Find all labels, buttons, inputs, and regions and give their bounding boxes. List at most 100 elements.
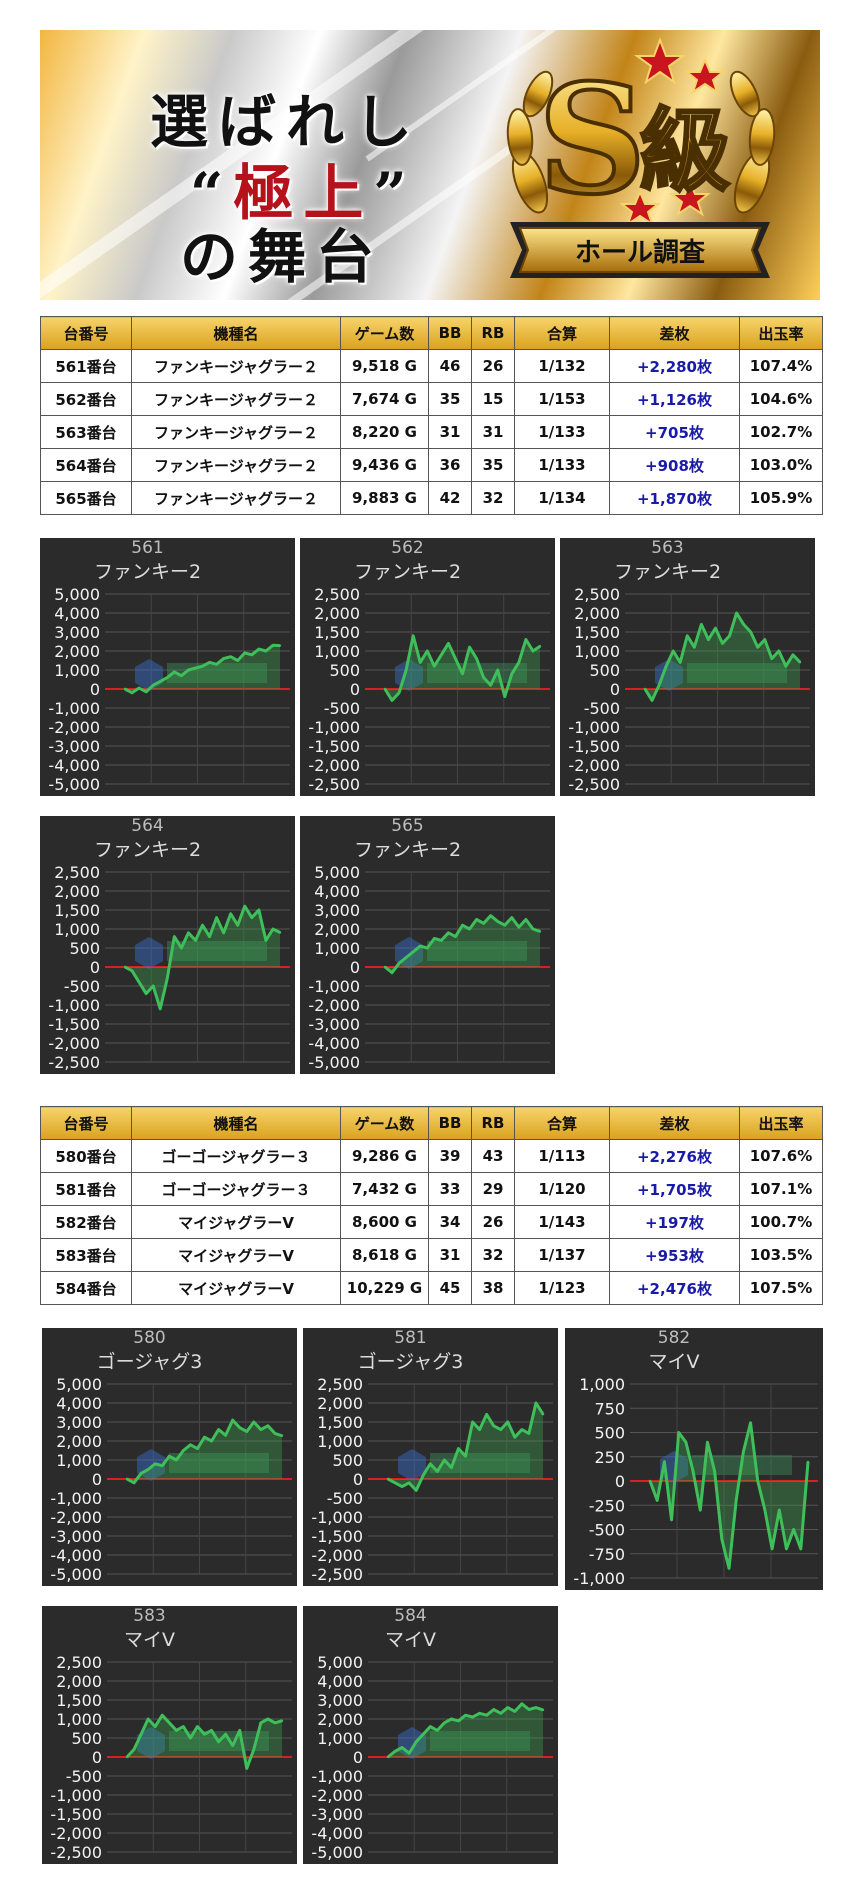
rb-cell: 26 bbox=[471, 1205, 515, 1239]
y-tick-label: -1,000 bbox=[311, 1767, 363, 1786]
data-point bbox=[756, 1479, 759, 1483]
y-tick-label: -2,500 bbox=[311, 1565, 363, 1584]
data-point bbox=[728, 634, 731, 637]
data-point bbox=[404, 668, 408, 672]
difference-cell: +197枚 bbox=[609, 1205, 740, 1239]
data-point bbox=[742, 623, 745, 626]
payout-rate-cell: 107.4% bbox=[739, 349, 823, 383]
payout-rate-cell: 103.0% bbox=[739, 448, 823, 482]
combined-cell: 1/132 bbox=[514, 349, 610, 383]
data-point bbox=[450, 1466, 453, 1469]
data-point bbox=[664, 665, 668, 668]
data-point bbox=[173, 935, 176, 938]
data-point bbox=[137, 981, 141, 984]
table-row: 582番台 マイジャグラーV 8,600 G 34 26 1/143 +197枚 100.7% bbox=[40, 1205, 823, 1239]
data-point bbox=[208, 661, 211, 664]
data-point bbox=[538, 930, 542, 933]
s-rank-badge-icon: S 級 ホール調査 bbox=[506, 37, 776, 278]
data-point bbox=[264, 649, 268, 653]
data-point bbox=[414, 1489, 418, 1492]
y-tick-label: 1,500 bbox=[574, 623, 620, 642]
model-name-cell: マイジャグラーV bbox=[131, 1238, 341, 1272]
model-name-cell: マイジャグラーV bbox=[131, 1271, 341, 1305]
data-point bbox=[749, 630, 752, 634]
data-point bbox=[520, 1702, 524, 1705]
chart-background bbox=[40, 538, 295, 796]
chart-565: 565 ファンキー2 5,000 4,000 3,000 2,000 1,000 0 -1,00… bbox=[300, 816, 555, 1074]
data-point bbox=[671, 649, 675, 653]
data-point bbox=[404, 956, 408, 959]
chart-background bbox=[303, 1606, 558, 1864]
data-point bbox=[166, 676, 169, 679]
table-row: 562番台 ファンキージャグラー２ 7,674 G 35 15 1/153 +1,126枚 1… bbox=[40, 382, 823, 416]
machine-number-cell: 582番台 bbox=[40, 1205, 132, 1239]
y-tick-label: 500 bbox=[69, 939, 100, 958]
data-point bbox=[407, 1752, 411, 1755]
data-point bbox=[735, 611, 738, 615]
data-point bbox=[534, 1706, 538, 1709]
data-point bbox=[447, 931, 450, 934]
data-point bbox=[215, 663, 218, 666]
data-point bbox=[139, 1472, 143, 1475]
payout-rate-cell: 102.7% bbox=[739, 415, 823, 449]
y-tick-label: 1,500 bbox=[317, 1413, 363, 1432]
combined-cell: 1/120 bbox=[514, 1172, 610, 1206]
data-point bbox=[699, 1508, 702, 1512]
data-point bbox=[478, 1712, 481, 1715]
model-name-cell: ゴーゴージャグラー３ bbox=[131, 1172, 341, 1206]
data-point bbox=[541, 1708, 545, 1712]
y-tick-label: 3,000 bbox=[314, 901, 360, 920]
data-point bbox=[397, 962, 401, 965]
data-point bbox=[433, 665, 436, 668]
data-point bbox=[224, 1733, 227, 1736]
col-combined: 合算 bbox=[514, 1106, 610, 1140]
data-point bbox=[443, 1458, 446, 1462]
results-table-1: 台番号 機種名 ゲーム数 BB RB 合算 差枚 出玉率 561番台 ファンキージ… bbox=[40, 316, 823, 515]
line-chart-svg: 563ファンキー22,5002,0001,5001,0005000-500-1,… bbox=[560, 538, 815, 796]
bb-cell: 33 bbox=[428, 1172, 472, 1206]
data-point bbox=[175, 1458, 178, 1462]
data-point bbox=[461, 672, 464, 675]
combined-cell: 1/133 bbox=[514, 448, 610, 482]
data-point bbox=[454, 657, 457, 660]
col-games: ゲーム数 bbox=[340, 1106, 429, 1140]
y-tick-label: -2,000 bbox=[568, 756, 620, 775]
data-point bbox=[182, 1449, 185, 1452]
y-tick-label: 2,500 bbox=[314, 585, 360, 604]
data-point bbox=[541, 1413, 545, 1416]
y-tick-label: 2,500 bbox=[56, 1653, 102, 1672]
data-point bbox=[534, 1401, 538, 1405]
data-point bbox=[273, 1721, 277, 1724]
badge-letter: S bbox=[538, 52, 646, 228]
y-tick-label: 3,000 bbox=[317, 1691, 363, 1710]
data-point bbox=[231, 1744, 234, 1747]
model-name-cell: マイジャグラーV bbox=[131, 1205, 341, 1239]
payout-rate-cell: 105.9% bbox=[739, 481, 823, 515]
data-point bbox=[429, 1462, 432, 1465]
col-combined: 合算 bbox=[514, 316, 610, 350]
y-tick-label: -2,000 bbox=[311, 1546, 363, 1565]
line-chart-svg: 581ゴージャグ32,5002,0001,5001,0005000-500-1,… bbox=[303, 1328, 558, 1586]
data-point bbox=[426, 946, 429, 950]
col-machine-number: 台番号 bbox=[40, 316, 132, 350]
y-tick-label: -2,000 bbox=[50, 1508, 102, 1527]
data-point bbox=[657, 684, 661, 687]
y-tick-label: 4,000 bbox=[54, 604, 100, 623]
data-point bbox=[210, 1439, 213, 1443]
data-point bbox=[763, 638, 766, 641]
data-point bbox=[151, 984, 155, 988]
watermark-logo-icon bbox=[395, 937, 527, 969]
data-point bbox=[503, 695, 506, 698]
y-tick-label: -2,500 bbox=[48, 1053, 100, 1072]
difference-cell: +1,870枚 bbox=[609, 481, 740, 515]
data-point bbox=[393, 1750, 397, 1753]
data-point bbox=[257, 647, 261, 651]
data-point bbox=[238, 1729, 241, 1732]
data-point bbox=[492, 1708, 495, 1711]
data-point bbox=[238, 1426, 241, 1429]
data-point bbox=[475, 918, 478, 921]
y-tick-label: 1,000 bbox=[574, 642, 620, 661]
data-point bbox=[144, 992, 148, 995]
data-point bbox=[146, 1468, 150, 1471]
chart-subtitle: ファンキー2 bbox=[94, 839, 201, 861]
